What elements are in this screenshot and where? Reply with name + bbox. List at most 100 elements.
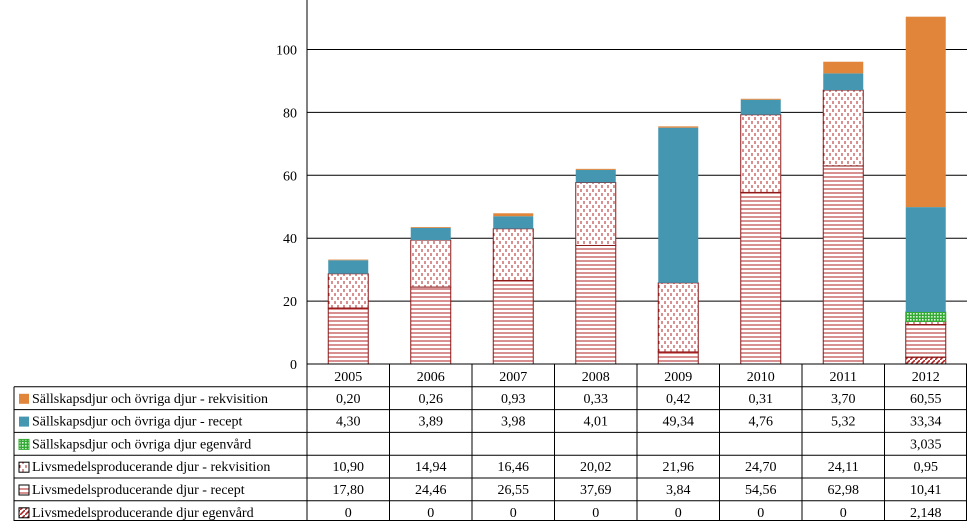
y-tick-label: 80 bbox=[283, 106, 297, 121]
bar-segment-2005-s2 bbox=[327, 273, 369, 309]
bar-segment-2008-s4 bbox=[575, 169, 616, 183]
bar-segment-2008-s5 bbox=[575, 168, 616, 170]
bar-segment-2007-s5 bbox=[493, 213, 534, 217]
table-cell-value: 14,94 bbox=[415, 460, 447, 475]
table-cell-value: 20,02 bbox=[580, 460, 612, 475]
bar-segment-2006-s4 bbox=[410, 227, 451, 241]
y-tick-label: 60 bbox=[283, 169, 297, 184]
table-cell-value: 10,41 bbox=[910, 483, 942, 498]
x-tick-label: 2011 bbox=[830, 370, 857, 385]
table-cell-value: 5,32 bbox=[831, 415, 856, 430]
table-cell-value: 0,42 bbox=[666, 392, 691, 407]
bar-segment-2010-s5 bbox=[740, 98, 781, 100]
table-cell-value: 0 bbox=[345, 506, 352, 521]
legend-key-s0 bbox=[18, 507, 30, 519]
bar-segment-2007-s1 bbox=[492, 280, 534, 365]
bar-segment-2005-s1 bbox=[327, 307, 369, 365]
y-tick-label: 0 bbox=[290, 358, 297, 373]
table-cell-value: 3,89 bbox=[419, 415, 444, 430]
table-cell-value: 24,70 bbox=[745, 460, 777, 475]
table-cell-value: 3,70 bbox=[831, 392, 856, 407]
table-cell-value: 4,01 bbox=[584, 415, 609, 430]
x-tick-label: 2007 bbox=[499, 370, 527, 385]
bar-segment-2007-s4 bbox=[493, 216, 534, 229]
table-cell-value: 0 bbox=[427, 506, 434, 521]
bar-segment-2011-s1 bbox=[822, 165, 864, 365]
table-cell-value: 10,90 bbox=[333, 460, 365, 475]
legend-label: Sällskapsdjur och övriga djur - recept bbox=[32, 415, 242, 430]
table-cell-value: 0 bbox=[592, 506, 599, 521]
legend-key-s1 bbox=[18, 484, 30, 496]
table-cell-value: 0 bbox=[757, 506, 764, 521]
x-tick-label: 2008 bbox=[582, 370, 610, 385]
legend-key-s4 bbox=[19, 416, 29, 427]
bar-segment-2011-s4 bbox=[823, 73, 864, 91]
table-cell-value: 62,98 bbox=[828, 483, 860, 498]
x-tick-label: 2012 bbox=[912, 370, 940, 385]
x-tick-label: 2005 bbox=[334, 370, 362, 385]
table-cell-value: 21,96 bbox=[663, 460, 695, 475]
bars bbox=[327, 16, 947, 365]
table-cell-value: 0,31 bbox=[749, 392, 774, 407]
table-cell-value: 2,148 bbox=[910, 506, 942, 521]
table-cell-value: 24,11 bbox=[828, 460, 859, 475]
table-cell-value: 60,55 bbox=[910, 392, 942, 407]
table-cell-value: 37,69 bbox=[580, 483, 612, 498]
bar-segment-2005-s5 bbox=[328, 259, 369, 261]
bar-segment-2008-s2 bbox=[575, 182, 617, 246]
table-cell-value: 49,34 bbox=[663, 415, 695, 430]
data-table: 2005 2006 2007 2008 2009 2010 2011 2012 Sällskap… bbox=[13, 363, 967, 521]
legend-key-s3 bbox=[18, 438, 30, 450]
legend-label: Livsmedelsproducerande djur - rekvisitio… bbox=[32, 460, 270, 475]
bar-segment-2010-s4 bbox=[740, 99, 781, 115]
table-cell-value: 26,55 bbox=[498, 483, 530, 498]
table-cell-value: 0 bbox=[675, 506, 682, 521]
bar-segment-2012-s5 bbox=[905, 16, 946, 208]
y-tick-label: 100 bbox=[276, 44, 297, 59]
table-cell-value: 4,76 bbox=[749, 415, 774, 430]
bar-segment-2012-s1 bbox=[905, 324, 947, 358]
bar-segment-2011-s2 bbox=[822, 89, 864, 167]
legend-label: Sällskapsdjur och övriga djur - rekvisit… bbox=[32, 392, 268, 407]
legend-key-s5 bbox=[19, 393, 29, 404]
x-tick-label: 2006 bbox=[417, 370, 445, 385]
bar-segment-2010-s2 bbox=[740, 114, 782, 193]
grid-lines bbox=[307, 49, 967, 365]
legend-label: Sällskapsdjur och övriga djur egenvård bbox=[32, 437, 251, 452]
bar-segment-2009-s1 bbox=[657, 351, 699, 365]
bar-segment-2008-s1 bbox=[575, 244, 617, 365]
bar-segment-2010-s1 bbox=[740, 191, 782, 365]
bar-segment-2005-s4 bbox=[328, 260, 369, 274]
bar-segment-2009-s5 bbox=[658, 126, 699, 128]
bar-segment-2009-s2 bbox=[657, 282, 699, 353]
bar-segment-2007-s2 bbox=[492, 228, 534, 282]
bar-segment-2006-s2 bbox=[410, 239, 452, 288]
table-cell-value: 0 bbox=[840, 506, 847, 521]
legend-key-s2 bbox=[18, 461, 30, 473]
table-cell-value: 54,56 bbox=[745, 483, 777, 498]
bar-segment-2012-s4 bbox=[905, 207, 946, 312]
table-cell-value: 24,46 bbox=[415, 483, 447, 498]
bar-segment-2011-s5 bbox=[823, 61, 864, 74]
y-tick-label: 20 bbox=[283, 295, 297, 310]
table-cell-value: 17,80 bbox=[333, 483, 365, 498]
table-cell-value: 0,33 bbox=[584, 392, 609, 407]
table-cell-value: 4,30 bbox=[336, 415, 361, 430]
table-cell-value: 0,26 bbox=[419, 392, 444, 407]
y-tick-label: 40 bbox=[283, 232, 297, 247]
bar-segment-2012-s0 bbox=[905, 356, 947, 365]
x-tick-label: 2010 bbox=[747, 370, 775, 385]
y-axis: 0 20 40 60 80 100 bbox=[276, 0, 308, 373]
table-cell-value: 3,035 bbox=[910, 437, 942, 452]
table-cell-value: 0,95 bbox=[914, 460, 939, 475]
bar-segment-2009-s4 bbox=[658, 127, 699, 283]
x-tick-label: 2009 bbox=[664, 370, 692, 385]
table-cell-value: 3,98 bbox=[501, 415, 526, 430]
legend-label: Livsmedelsproducerande djur egenvård bbox=[32, 506, 254, 521]
bar-segment-2006-s5 bbox=[410, 227, 451, 228]
bar-segment-2012-s3 bbox=[905, 311, 947, 323]
table-cell-value: 0,20 bbox=[336, 392, 361, 407]
table-cell-value: 0,93 bbox=[501, 392, 526, 407]
table-cell-value: 33,34 bbox=[910, 415, 942, 430]
